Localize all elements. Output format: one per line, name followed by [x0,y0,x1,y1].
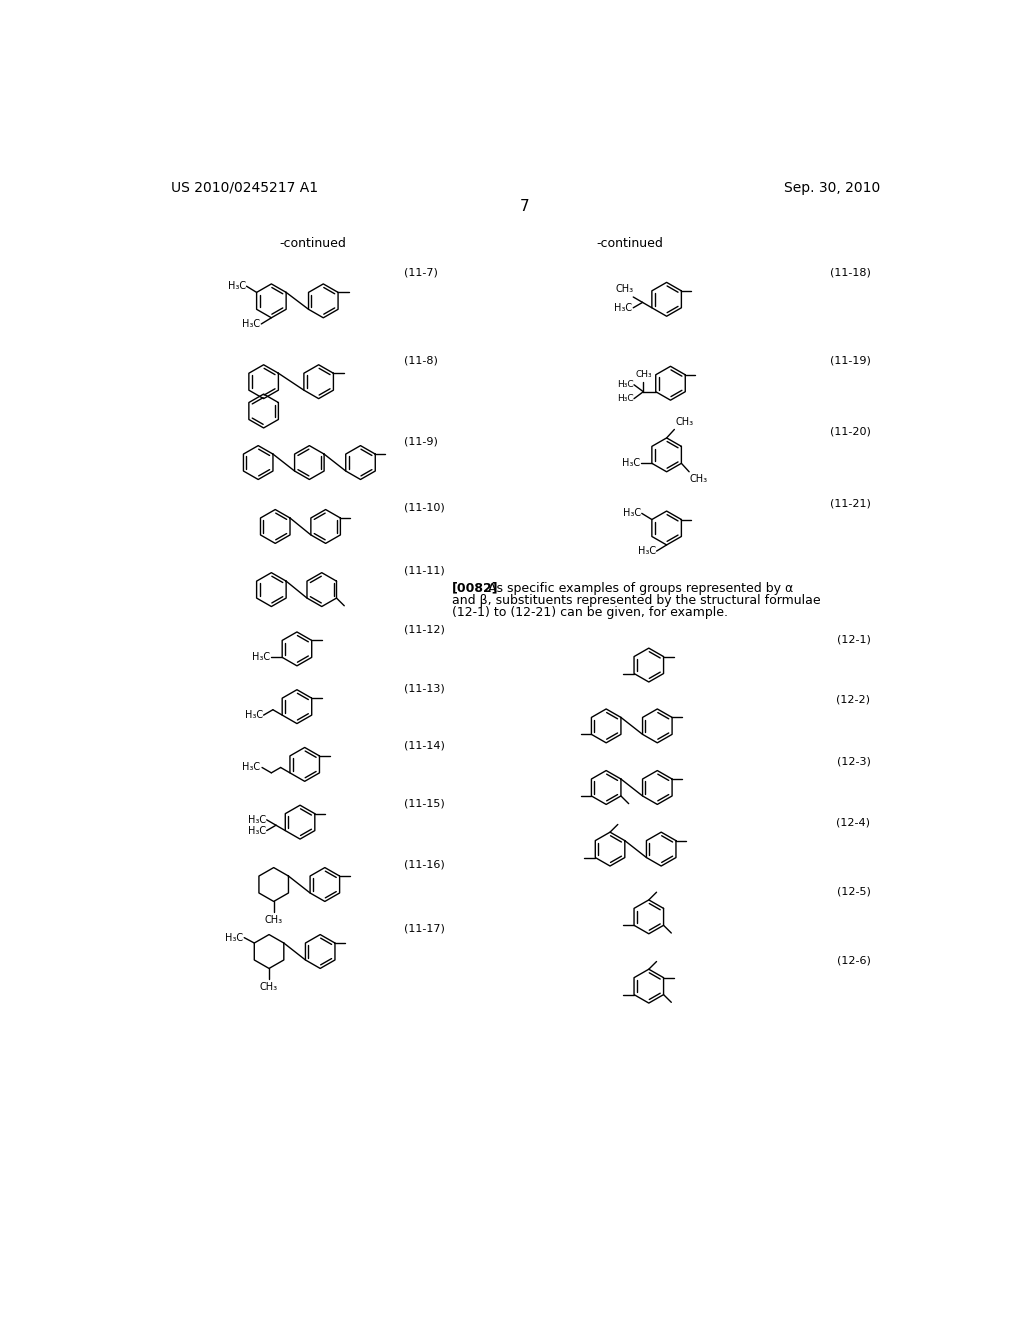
Text: H₃C: H₃C [225,933,244,942]
Text: CH₃: CH₃ [690,474,708,484]
Text: H₃C: H₃C [616,380,633,389]
Text: H₃C: H₃C [623,508,641,519]
Text: (11-11): (11-11) [403,565,444,576]
Text: H₃C: H₃C [614,302,633,313]
Text: US 2010/0245217 A1: US 2010/0245217 A1 [171,181,317,194]
Text: (11-15): (11-15) [403,799,444,809]
Text: H₃C: H₃C [616,395,633,403]
Text: -continued: -continued [597,236,664,249]
Text: H₃C: H₃C [243,763,260,772]
Text: CH₃: CH₃ [260,982,279,993]
Text: (11-18): (11-18) [829,268,870,277]
Text: -continued: -continued [279,236,346,249]
Text: (11-20): (11-20) [829,426,870,437]
Text: CH₃: CH₃ [635,370,651,379]
Text: H₃C: H₃C [227,281,246,292]
Text: (12-1) to (12-21) can be given, for example.: (12-1) to (12-21) can be given, for exam… [452,606,728,619]
Text: H₃C: H₃C [623,458,640,469]
Text: (11-8): (11-8) [403,355,438,366]
Text: (12-3): (12-3) [837,756,870,767]
Text: H₃C: H₃C [248,814,266,825]
Text: (11-21): (11-21) [829,499,870,508]
Text: CH₃: CH₃ [675,417,693,428]
Text: 7: 7 [520,198,529,214]
Text: Sep. 30, 2010: Sep. 30, 2010 [783,181,880,194]
Text: H₃C: H₃C [248,825,266,836]
Text: H₃C: H₃C [245,710,263,721]
Text: (11-7): (11-7) [403,268,438,277]
Text: H₃C: H₃C [243,319,260,329]
Text: (12-6): (12-6) [837,956,870,966]
Text: H₃C: H₃C [638,546,655,556]
Text: (11-10): (11-10) [403,502,444,512]
Text: (12-1): (12-1) [837,635,870,644]
Text: (11-14): (11-14) [403,741,444,750]
Text: (11-13): (11-13) [403,684,444,693]
Text: CH₃: CH₃ [264,915,283,925]
Text: (12-4): (12-4) [837,818,870,828]
Text: and β, substituents represented by the structural formulae: and β, substituents represented by the s… [452,594,820,607]
Text: (11-16): (11-16) [403,859,444,870]
Text: H₃C: H₃C [253,652,270,663]
Text: (11-12): (11-12) [403,624,444,635]
Text: (11-17): (11-17) [403,924,444,933]
Text: As specific examples of groups represented by α: As specific examples of groups represent… [488,582,794,594]
Text: (12-2): (12-2) [837,694,870,705]
Text: (11-19): (11-19) [829,355,870,366]
Text: (11-9): (11-9) [403,437,438,446]
Text: CH₃: CH₃ [615,284,633,294]
Text: (12-5): (12-5) [837,887,870,896]
Text: [0082]: [0082] [452,582,499,594]
